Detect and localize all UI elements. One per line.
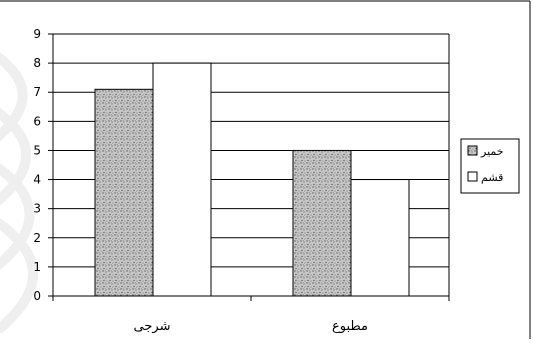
bar-khamir-matbu <box>292 149 352 297</box>
y-tick-label: 4 <box>33 173 41 187</box>
x-tick-label: مطبوع <box>332 319 368 334</box>
legend-label: قشم <box>481 171 503 184</box>
y-tick-label: 1 <box>33 260 41 274</box>
bars <box>94 62 410 297</box>
x-tick-label: شرجی <box>134 319 171 334</box>
y-tick-label: 3 <box>33 202 41 216</box>
y-tick-label: 2 <box>33 231 41 245</box>
y-tick-label: 9 <box>33 27 41 41</box>
watermark-swirl <box>0 218 38 334</box>
bar-qeshm-sharji <box>152 62 212 297</box>
watermark-swirl <box>0 107 31 206</box>
legend-swatch <box>467 145 478 156</box>
y-tick-label: 5 <box>33 143 41 157</box>
tick-labels: 0 1 2 3 4 5 6 7 8 9 شرجی مطبوع <box>33 27 368 334</box>
legend-label: خمیر <box>480 145 504 158</box>
y-tick-label: 7 <box>33 85 41 99</box>
y-tick-label: 6 <box>33 114 41 128</box>
background-watermark <box>0 52 38 334</box>
bar-khamir-sharji <box>94 88 154 297</box>
bar-qeshm-matbu <box>350 179 410 297</box>
y-tick-label: 8 <box>33 56 41 70</box>
watermark-swirl <box>0 52 28 142</box>
y-tick-label: 0 <box>33 289 41 303</box>
watermark-swirl <box>0 163 35 270</box>
legend: خمیر قشم <box>460 138 520 194</box>
legend-swatch <box>467 171 478 182</box>
